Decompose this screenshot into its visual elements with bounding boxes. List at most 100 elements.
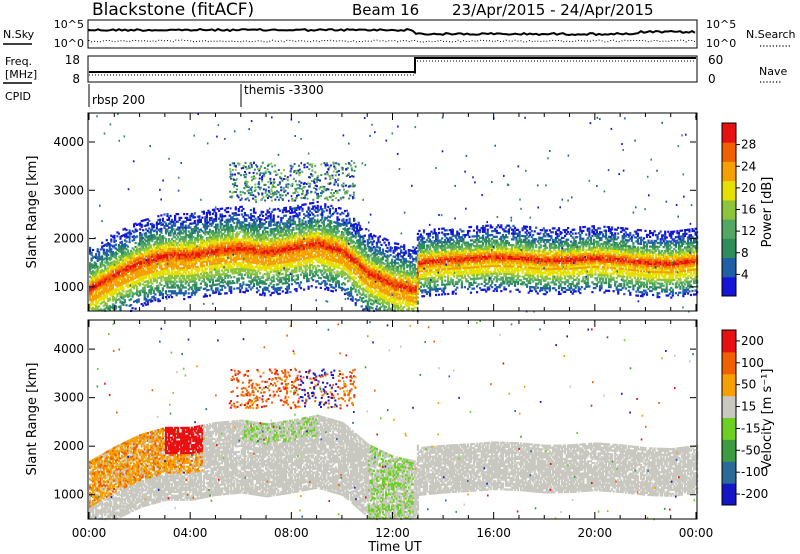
power-cell [242,244,245,247]
power-cell [271,253,274,256]
power-cell [221,232,224,235]
power-cell [172,292,175,295]
power-cell [228,228,231,231]
power-cell [287,260,290,263]
power-cell [236,287,239,290]
power-cell [266,230,269,233]
power-cell [283,257,286,260]
power-cell [189,253,192,256]
power-cell [215,235,218,238]
power-cell [280,269,283,272]
power-cell [98,253,101,256]
power-cell [262,232,265,235]
power-cell [122,278,125,281]
power-cell [120,254,124,257]
power-cell [193,216,196,219]
power-cell [228,288,231,291]
power-cell [155,246,158,249]
power-cell [198,230,201,233]
power-cell [219,223,222,226]
power-cell [248,235,251,239]
power-cell [221,284,224,288]
power-cell [104,265,107,268]
power-cell [120,248,124,251]
power-cell [278,279,281,282]
power-cell [230,285,233,289]
power-cell [116,283,119,286]
power-cell [204,293,207,296]
power-cell [224,234,227,237]
power-cell [265,230,268,233]
power-cell [255,237,259,240]
power-cell [92,256,95,259]
power-cell [222,251,225,255]
power-cell [248,257,251,260]
power-cell [178,276,181,279]
power-cell [237,213,240,216]
power-cell [246,231,249,234]
power-cell [180,269,183,272]
power-cell [215,223,218,226]
power-cell [243,268,246,271]
power-cell [172,243,175,247]
power-cell [202,264,205,267]
power-cell [216,231,219,234]
power-cell [257,266,260,269]
power-cell [205,244,208,247]
power-cell [114,288,117,291]
power-cell [102,285,105,288]
power-cell [181,247,184,250]
power-cell [246,241,249,244]
power-cell [263,249,266,252]
power-cell [280,228,283,231]
power-cell [131,272,134,275]
power-cell [192,214,195,217]
freq-line [89,57,696,73]
power-cell [254,248,257,251]
power-cell [190,288,193,291]
power-cell [143,269,146,272]
power-cell [230,239,233,242]
nave-right-tick-bottom: 0 [708,72,716,86]
power-cell [139,234,142,237]
power-cell [180,278,183,281]
power-cell [122,272,125,275]
power-cell [204,260,207,263]
power-cell [237,279,240,282]
power-cell [251,255,254,258]
power-cell [180,245,183,248]
power-cell [136,250,139,254]
power-cell [236,250,239,253]
power-cell [228,280,231,283]
power-cell [148,242,151,246]
power-cell [299,281,303,284]
power-cell [230,216,233,219]
power-cell [148,273,151,276]
power-cell [286,235,289,238]
power-cell [114,270,117,273]
power-cell [187,234,190,237]
power-cell [277,269,280,272]
power-cell [254,221,257,224]
power-cell [174,253,177,256]
power-cell [216,273,219,276]
power-cell [215,233,218,236]
power-cell [119,258,122,261]
power-cell [204,248,207,252]
power-cell [257,283,260,286]
power-cell [204,216,207,219]
power-cell [119,291,122,294]
power-cell [137,275,140,278]
power-cell [105,293,108,296]
power-cell [231,266,234,269]
power-cell [239,273,242,276]
power-cell [216,235,219,238]
power-cell [99,290,102,294]
power-cell [107,265,110,268]
power-cell [122,247,125,250]
power-cell [123,245,127,248]
power-cell [263,238,266,241]
power-cell [252,209,256,212]
power-cell [122,261,125,264]
power-cell [262,288,265,291]
